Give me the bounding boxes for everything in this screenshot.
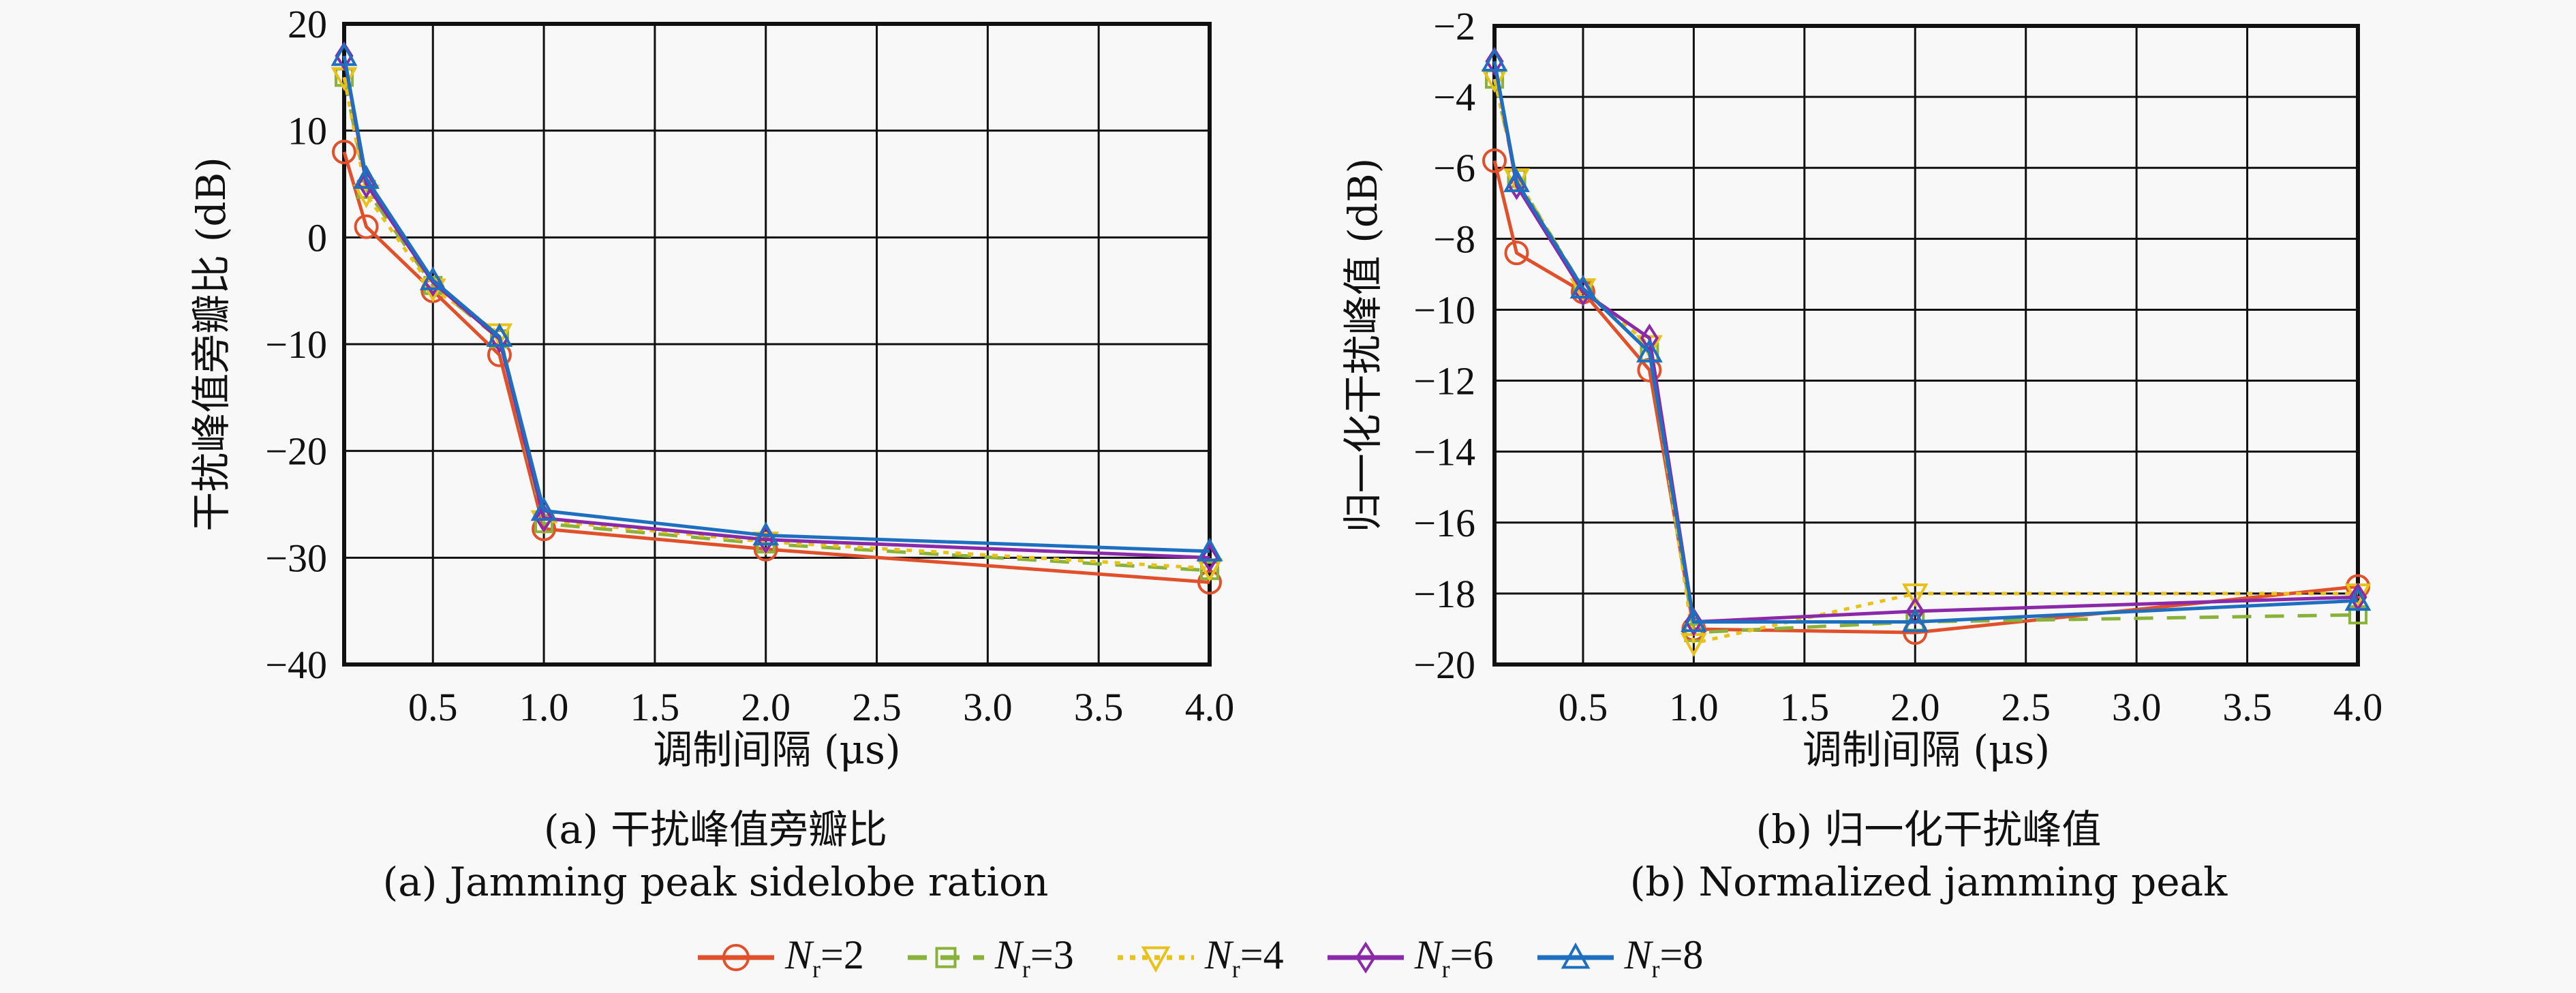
data-point-nr-8 xyxy=(1680,608,1707,632)
x-tick-label: 2.0 xyxy=(741,685,791,729)
y-tick-label: −10 xyxy=(1413,288,1475,332)
panel-b-plot: 0.5 1.0 1.5 2.0 2.5 3.0 3.5 4.0 −2 −4 −6 −8 −10 −12 −1… xyxy=(1340,4,2382,773)
legend-marker-icon xyxy=(935,947,957,968)
y-tick-label: −18 xyxy=(1413,572,1475,616)
panel-a-caption-en: (a) Jamming peak sidelobe ration xyxy=(382,859,1049,905)
data-point-nr-2 xyxy=(354,214,379,239)
data-point-nr-8 xyxy=(2344,587,2372,611)
x-tick-label: 3.5 xyxy=(2222,685,2272,729)
y-tick-label: −40 xyxy=(265,643,327,687)
legend-item: Nr=6 xyxy=(1325,932,1494,983)
panel-a-caption-cn: (a) 干扰峰值旁瓣比 xyxy=(543,806,888,853)
data-point-nr-2 xyxy=(1482,148,1507,173)
axes-frame xyxy=(1492,24,2360,667)
legend-item: Nr=2 xyxy=(695,932,864,983)
x-tick-label: 2.0 xyxy=(1890,685,1940,729)
x-tick-label: 2.5 xyxy=(2001,685,2051,729)
legend-item: Nr=3 xyxy=(905,932,1074,983)
legend-swatch-icon xyxy=(907,947,984,968)
legend-label: Nr=3 xyxy=(994,932,1074,983)
series-line-nr-8 xyxy=(342,55,1210,553)
data-point-nr-6 xyxy=(1200,543,1219,572)
data-point-nr-8 xyxy=(486,322,513,347)
legend-swatch-icon xyxy=(698,944,774,971)
panel-b-caption-cn: (b) 归一化干扰峰值 xyxy=(1755,806,2102,853)
x-tick-label: 1.0 xyxy=(1669,685,1719,729)
y-tick-label: −10 xyxy=(265,322,327,367)
x-tick-label: 1.5 xyxy=(1780,685,1830,729)
y-axis-label: 干扰峰值旁瓣比 (dB) xyxy=(188,157,234,531)
x-tick-label: 1.5 xyxy=(630,685,680,729)
legend-swatch-icon xyxy=(1117,946,1194,973)
x-tick-label: 3.0 xyxy=(963,685,1013,729)
legend-swatch-icon xyxy=(1327,941,1404,974)
legend-label: Nr=4 xyxy=(1204,932,1284,983)
y-tick-label: −12 xyxy=(1413,359,1475,403)
legend-label: Nr=8 xyxy=(1624,932,1704,983)
y-tick-label: −2 xyxy=(1433,4,1475,48)
y-tick-label: −20 xyxy=(1413,643,1475,687)
x-axis-label: 调制间隔 (μs) xyxy=(653,727,900,773)
legend-item: Nr=8 xyxy=(1535,932,1704,983)
data-point-nr-8 xyxy=(752,521,780,546)
data-point-nr-8 xyxy=(1901,608,1929,632)
data-point-nr-8 xyxy=(353,165,380,189)
y-tick-label: 20 xyxy=(288,2,327,46)
x-axis-label: 调制间隔 (μs) xyxy=(1803,727,2050,773)
series-line-nr-8 xyxy=(1492,61,2359,624)
y-tick-label: 10 xyxy=(288,109,327,153)
x-tick-label: 0.5 xyxy=(1559,685,1608,729)
legend-label: Nr=2 xyxy=(785,932,864,983)
x-tick-label: 3.0 xyxy=(2112,685,2162,729)
data-point-nr-8 xyxy=(1569,275,1597,299)
axes-frame xyxy=(342,22,1212,667)
legend-marker-icon xyxy=(1561,942,1590,969)
chart-legend: Nr=2 Nr=3 Nr=4 Nr=6 Nr=8 xyxy=(695,927,1744,988)
y-tick-label: −8 xyxy=(1433,217,1475,261)
x-tick-label: 0.5 xyxy=(408,685,458,729)
data-point-nr-8 xyxy=(1196,537,1223,562)
data-point-nr-2 xyxy=(332,140,356,164)
data-point-nr-8 xyxy=(1503,168,1530,192)
x-tick-label: 2.5 xyxy=(852,685,902,729)
y-tick-label: −14 xyxy=(1413,430,1475,474)
legend-marker-icon xyxy=(1355,941,1376,974)
panel-b-caption-en: (b) Normalized jamming peak xyxy=(1629,859,2228,905)
panel-a-plot: 0.5 1.0 1.5 2.0 2.5 3.0 3.5 4.0 20 10 0 −10 −20 −30 −4… xyxy=(188,2,1234,773)
plot-area xyxy=(1494,26,2358,664)
data-point-nr-3 xyxy=(534,514,554,534)
x-tick-label: 4.0 xyxy=(2333,685,2383,729)
data-point-nr-4 xyxy=(1901,583,1929,608)
data-point-nr-8 xyxy=(331,42,358,66)
legend-label: Nr=6 xyxy=(1414,932,1494,983)
y-tick-label: −6 xyxy=(1433,146,1475,190)
legend-swatch-icon xyxy=(1537,942,1614,969)
y-tick-label: −20 xyxy=(265,429,327,474)
data-point-nr-8 xyxy=(419,266,446,290)
x-tick-label: 3.5 xyxy=(1074,685,1124,729)
series-line-nr-2 xyxy=(1492,160,2359,635)
y-tick-label: −4 xyxy=(1433,75,1475,119)
data-point-nr-8 xyxy=(1481,47,1508,72)
x-tick-label: 4.0 xyxy=(1185,685,1235,729)
legend-marker-icon xyxy=(722,944,750,971)
legend-item: Nr=4 xyxy=(1115,932,1284,983)
y-tick-label: 0 xyxy=(307,215,327,260)
y-tick-label: −16 xyxy=(1413,501,1475,545)
data-point-nr-8 xyxy=(530,497,557,521)
y-axis-label: 归一化干扰峰值 (dB) xyxy=(1340,158,1386,532)
data-point-nr-2 xyxy=(1504,241,1529,266)
y-tick-label: −30 xyxy=(265,536,327,580)
data-point-nr-8 xyxy=(1636,338,1663,363)
x-tick-label: 1.0 xyxy=(519,685,569,729)
legend-marker-icon xyxy=(1141,946,1171,973)
data-point-nr-6 xyxy=(356,169,376,199)
data-point-nr-6 xyxy=(534,504,553,533)
data-point-nr-3 xyxy=(1200,561,1219,581)
